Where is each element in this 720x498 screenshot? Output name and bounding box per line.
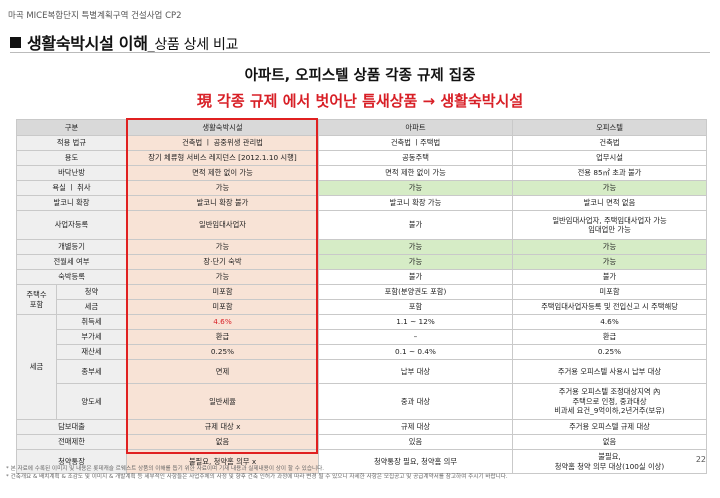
document-header: 마곡 MICE복합단지 특별계획구역 건설사업 CP2 bbox=[8, 11, 182, 21]
table-row: 발코니 확장 발코니 확장 불가 발코니 확장 가능 발코니 면적 없음 bbox=[16, 195, 707, 211]
headline-secondary: 現 각종 규제 에서 벗어난 틈새상품 → 생활숙박시설 bbox=[196, 92, 524, 110]
table-row: 양도세 일반세율 중과 대상 주거용 오피스텔 조정대상지역 內 주택으로 인정… bbox=[17, 383, 707, 420]
table-row: 담보대출 규제 대상 x 규제 대상 주거용 오피스텔 규제 대상 bbox=[16, 419, 707, 435]
page-title-sub: _상품 상세 비교 bbox=[147, 37, 239, 53]
footnote-1: * 본 자료에 수록된 이미지 및 내용은 롯데캐슬 르웨스트 상품의 이해를 … bbox=[6, 466, 325, 472]
tax-group-label: 세금 bbox=[16, 314, 57, 420]
table-row: 세금 미포함 포함 주택임대사업자등록 및 전입신고 시 주택해당 bbox=[17, 299, 707, 315]
table-row: 세금 취득세 4.6% 1.1 ~ 12% 4.6% bbox=[16, 314, 707, 420]
table-row: 전월세 여부 장·단기 숙박 가능 가능 bbox=[16, 254, 707, 270]
header-officetel: 오피스텔 bbox=[512, 119, 707, 136]
table-row: 청약통장 불필요, 청약홈 의무 x 청약통장 필요, 청약홈 의무 불필요, … bbox=[16, 449, 707, 474]
page-number: 22 bbox=[695, 455, 706, 464]
table-row: 부가세 환급 – 환급 bbox=[17, 329, 707, 345]
table-row: 재산세 0.25% 0.1 ~ 0.4% 0.25% bbox=[17, 344, 707, 360]
headline-primary: 아파트, 오피스텔 상품 각종 규제 집중 bbox=[244, 68, 476, 84]
square-bullet-icon bbox=[10, 37, 21, 48]
header-apartment: 아파트 bbox=[318, 119, 513, 136]
table-row: 종부세 면제 납부 대상 주거용 오피스텔 사용시 납부 대상 bbox=[17, 359, 707, 384]
table-row: 사업자등록 일반임대사업자 불가 일반임대사업자, 주택임대사업자 가능 임대업… bbox=[16, 210, 707, 240]
header-category: 구분 bbox=[16, 119, 127, 136]
table-row: 용도 장기 체류형 서비스 레지던스 [2012.1.10 시행] 공동주택 업… bbox=[16, 150, 707, 166]
comparison-table: 구분 생활숙박시설 아파트 오피스텔 적용 법규 건축법 ㅣ 공중위생 관리법 … bbox=[16, 119, 707, 474]
table-row: 숙박등록 가능 불가 불가 bbox=[16, 269, 707, 285]
table-row: 주택수 포함 청약 미포함 포함(분양권도 포함) 미포함 bbox=[16, 284, 707, 315]
title-divider bbox=[10, 52, 710, 53]
housing-group-label: 주택수 포함 bbox=[16, 284, 57, 315]
footnote-2: * 건축개요 & 배치계획 & 조감도 및 이미지 & 개발계획 등 세부적인 … bbox=[6, 474, 508, 480]
table-row: 개별등기 가능 가능 가능 bbox=[16, 239, 707, 255]
header-residence: 생활숙박시설 bbox=[126, 119, 319, 136]
table-row: 바닥난방 면적 제한 없이 가능 면적 제한 없이 가능 전용 85㎡ 초과 불… bbox=[16, 165, 707, 181]
table-row: 전매제한 없음 있음 없음 bbox=[16, 434, 707, 450]
table-row: 욕실 ㅣ 취사 가능 가능 가능 bbox=[16, 180, 707, 196]
table-row: 적용 법규 건축법 ㅣ 공중위생 관리법 건축법 ㅣ주택법 건축법 bbox=[16, 135, 707, 151]
page-title-main: 생활숙박시설 이해 bbox=[27, 34, 148, 53]
page-title: 생활숙박시설 이해_상품 상세 비교 bbox=[10, 30, 238, 54]
